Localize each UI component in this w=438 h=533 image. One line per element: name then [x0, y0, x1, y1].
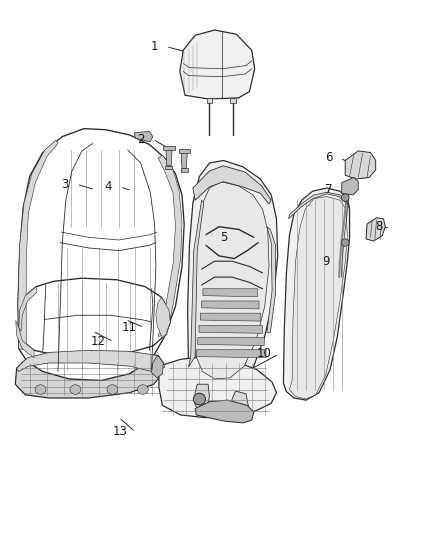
Text: 5: 5 — [220, 231, 228, 244]
Polygon shape — [19, 287, 37, 331]
Polygon shape — [290, 197, 347, 399]
Text: 1: 1 — [151, 40, 158, 53]
Polygon shape — [283, 188, 350, 400]
Polygon shape — [366, 217, 385, 241]
Text: 11: 11 — [121, 321, 136, 334]
Polygon shape — [195, 400, 254, 423]
Polygon shape — [195, 384, 209, 413]
Polygon shape — [15, 350, 163, 398]
Polygon shape — [187, 160, 278, 395]
Polygon shape — [231, 391, 249, 419]
Polygon shape — [16, 320, 34, 358]
Polygon shape — [196, 350, 266, 358]
Polygon shape — [159, 357, 276, 418]
Polygon shape — [203, 289, 257, 297]
Text: 7: 7 — [325, 183, 332, 196]
Polygon shape — [181, 168, 187, 172]
Polygon shape — [134, 131, 153, 142]
Text: 6: 6 — [325, 151, 332, 164]
Polygon shape — [188, 200, 204, 367]
Text: 2: 2 — [138, 133, 145, 146]
Text: 13: 13 — [113, 425, 127, 439]
Polygon shape — [345, 151, 376, 179]
Ellipse shape — [70, 385, 81, 394]
Ellipse shape — [35, 385, 46, 394]
Text: 3: 3 — [61, 178, 69, 191]
Polygon shape — [193, 166, 271, 204]
Polygon shape — [207, 98, 212, 103]
Polygon shape — [289, 192, 350, 219]
Polygon shape — [19, 278, 170, 357]
Polygon shape — [267, 227, 276, 333]
Polygon shape — [201, 301, 259, 309]
Polygon shape — [156, 297, 170, 338]
Polygon shape — [166, 150, 172, 166]
Polygon shape — [166, 166, 173, 169]
Ellipse shape — [138, 385, 148, 394]
Polygon shape — [152, 356, 163, 378]
Text: 12: 12 — [91, 335, 106, 348]
Ellipse shape — [341, 239, 349, 246]
Ellipse shape — [193, 393, 205, 405]
Polygon shape — [17, 350, 165, 373]
Polygon shape — [179, 149, 190, 152]
Polygon shape — [194, 182, 269, 379]
Text: 9: 9 — [322, 255, 330, 268]
Polygon shape — [200, 313, 261, 321]
Polygon shape — [18, 140, 58, 350]
Polygon shape — [180, 30, 254, 99]
Polygon shape — [199, 325, 262, 333]
Ellipse shape — [341, 194, 349, 201]
Polygon shape — [18, 128, 184, 381]
Text: 10: 10 — [256, 348, 271, 360]
Polygon shape — [230, 98, 236, 103]
Polygon shape — [163, 146, 175, 150]
Text: 8: 8 — [375, 220, 382, 233]
Polygon shape — [158, 155, 182, 336]
Text: 4: 4 — [105, 181, 113, 193]
Ellipse shape — [107, 385, 118, 394]
Polygon shape — [198, 337, 264, 345]
Polygon shape — [181, 152, 187, 168]
Polygon shape — [342, 177, 358, 195]
